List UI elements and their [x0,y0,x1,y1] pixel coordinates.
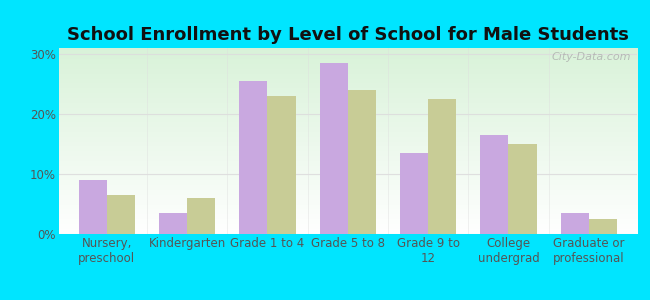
Bar [428,99,456,234]
Bar [79,180,107,234]
Bar [187,198,215,234]
Bar [320,63,348,234]
Title: School Enrollment by Level of School for Male Students: School Enrollment by Level of School for… [67,26,629,44]
Bar [107,195,135,234]
Bar [159,213,187,234]
Bar [267,96,296,234]
Bar [348,90,376,234]
Bar [561,213,589,234]
Bar [480,135,508,234]
Bar [400,153,428,234]
Text: City-Data.com: City-Data.com [552,52,631,62]
Bar [239,81,267,234]
Bar [589,219,617,234]
Bar [508,144,536,234]
